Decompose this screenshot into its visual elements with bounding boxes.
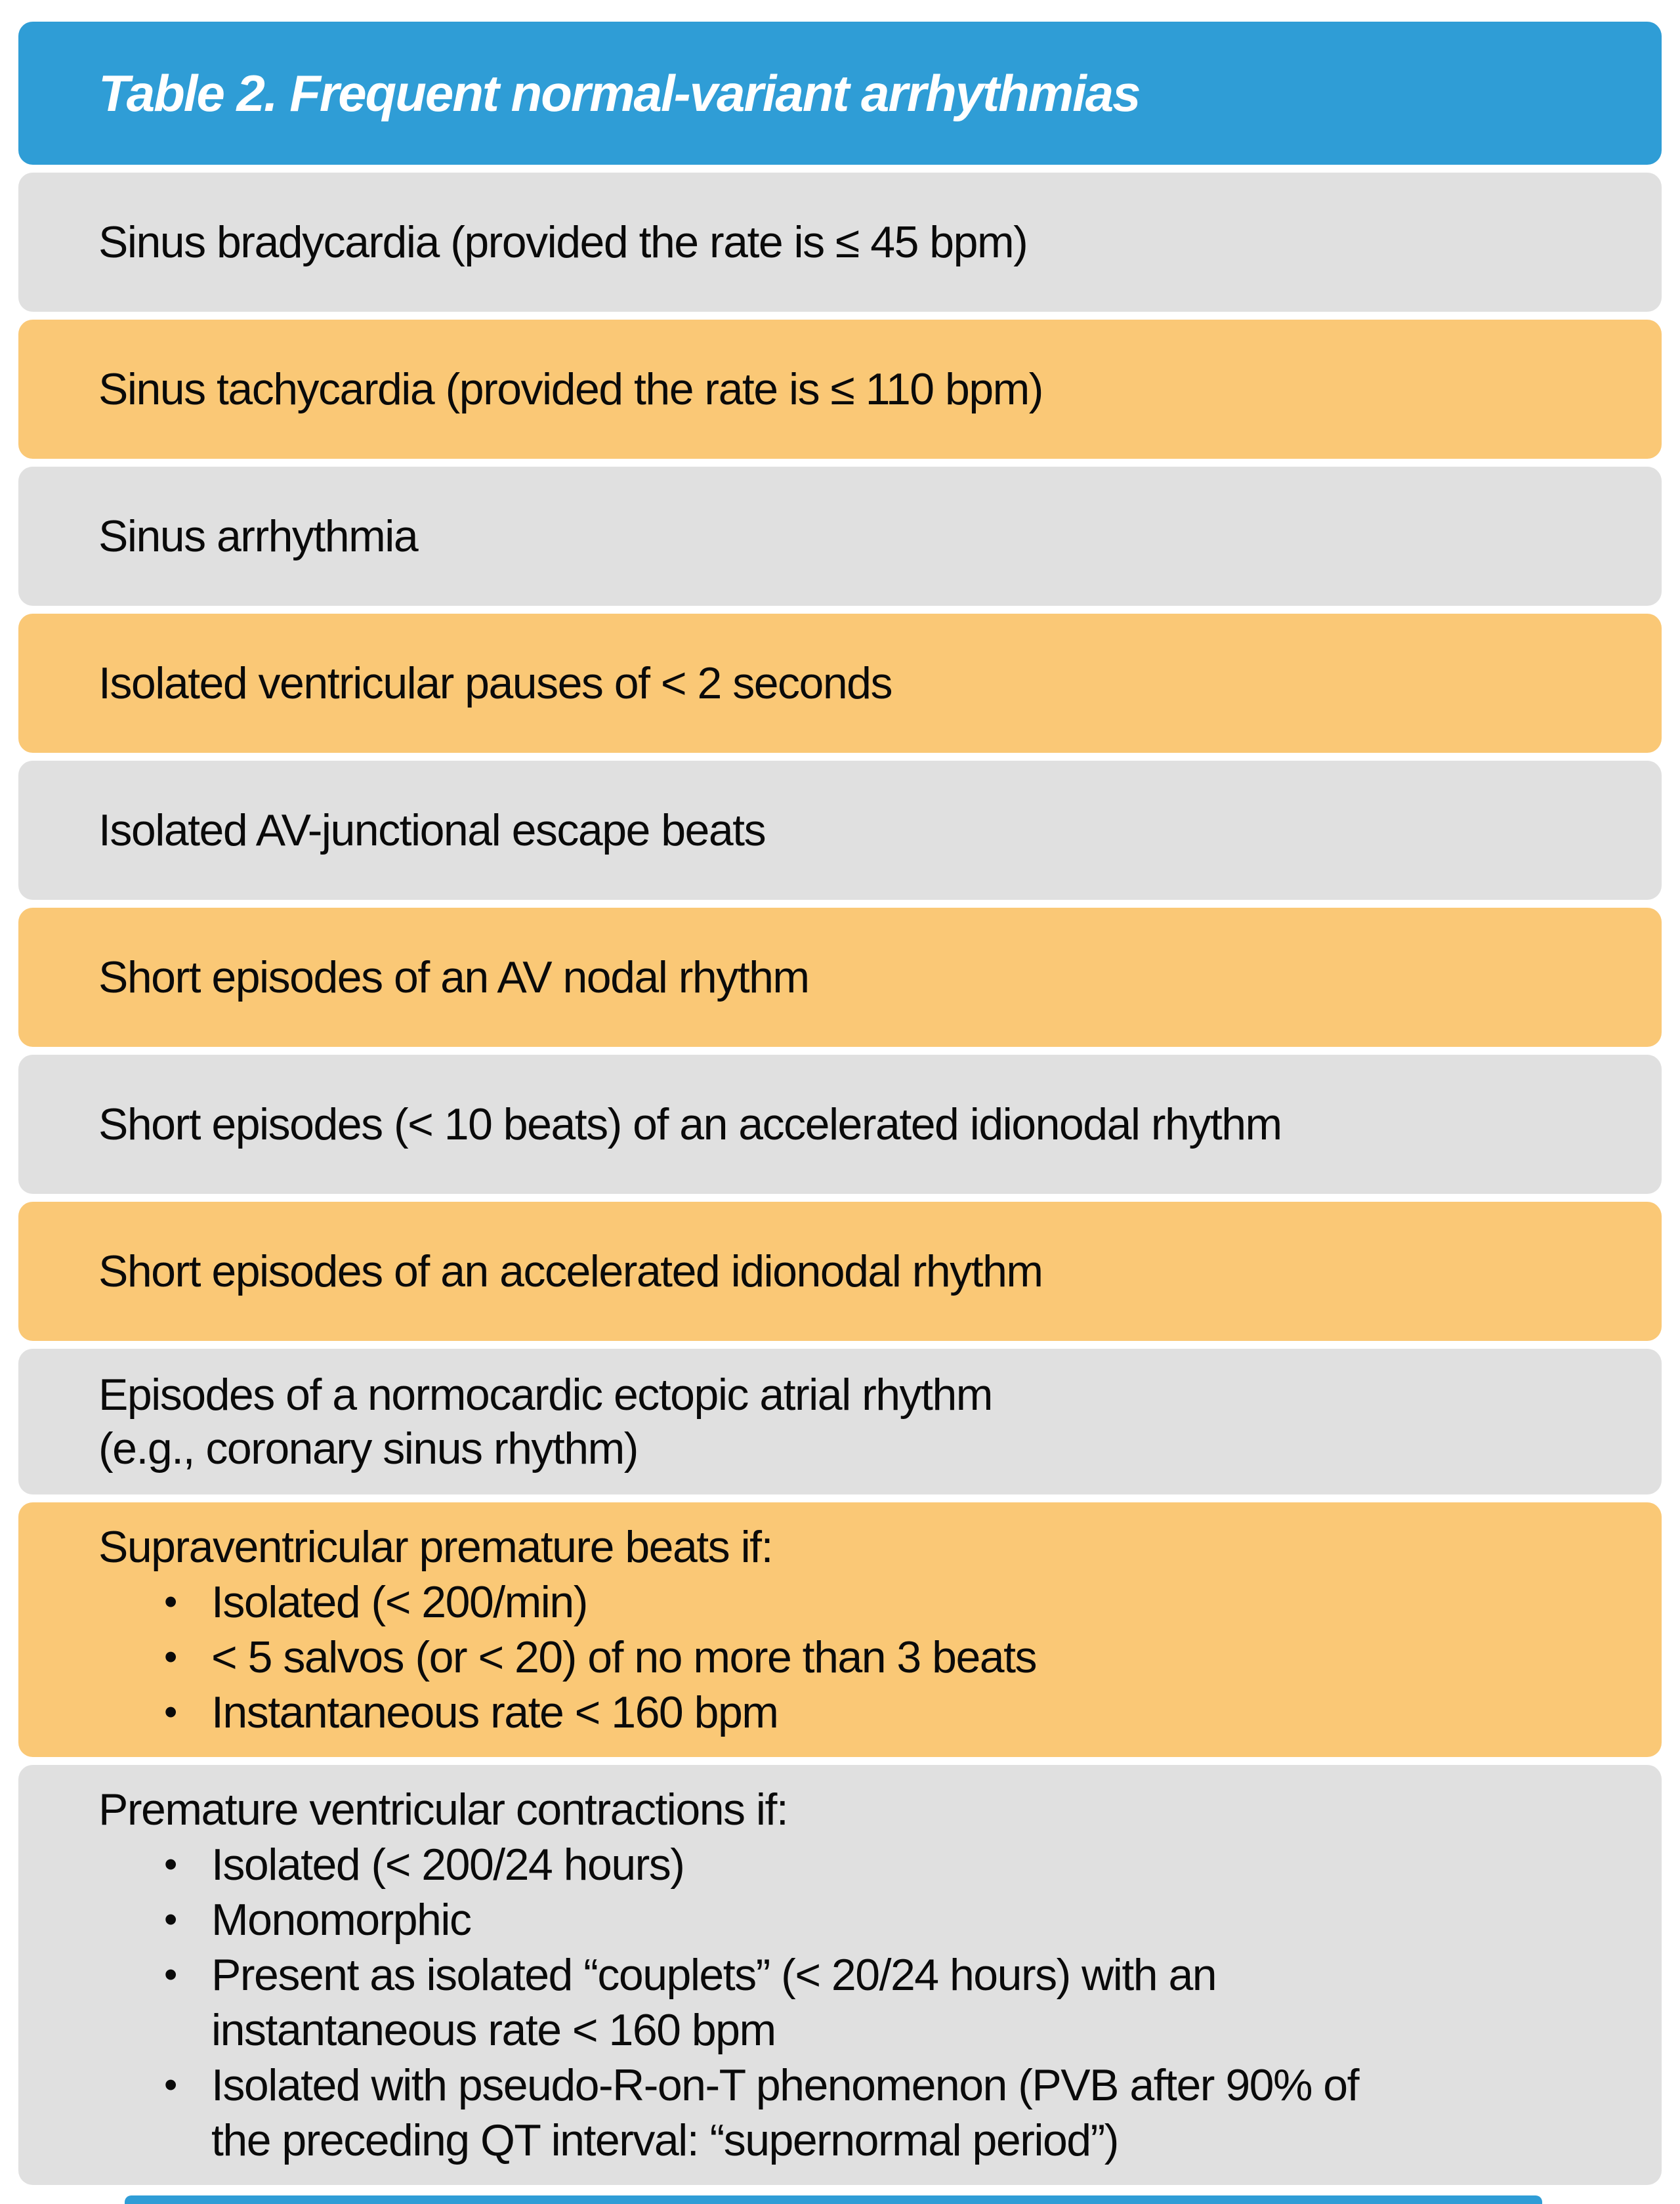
bullet-text: Isolated with pseudo-R-on-T phenomenon (…	[211, 2058, 1622, 2168]
row-text: Short episodes (< 10 beats) of an accele…	[98, 1099, 1282, 1149]
bullet-item: • Isolated (< 200/min)	[98, 1575, 1622, 1630]
table-row: Premature ventricular contractions if: • I…	[18, 1765, 1662, 2185]
table-row: Supraventricular premature beats if: • Iso…	[18, 1502, 1662, 1757]
bullet-line: Isolated (< 200/24 hours)	[211, 1840, 685, 1890]
table-rows: Sinus bradycardia (provided the rate is …	[18, 173, 1662, 2185]
row-text: Sinus bradycardia (provided the rate is …	[98, 217, 1028, 267]
row-text: Episodes of a normocardic ectopic atrial…	[98, 1370, 993, 1420]
row-text: Premature ventricular contractions if:	[98, 1785, 789, 1834]
bullet-line: Instantaneous rate < 160 bpm	[211, 1687, 779, 1737]
bullet-line: Monomorphic	[211, 1895, 472, 1945]
table-header: Table 2. Frequent normal-variant arrhyth…	[18, 22, 1662, 165]
table-title: Table 2. Frequent normal-variant arrhyth…	[98, 64, 1141, 122]
bullet-item: • Monomorphic	[98, 1892, 1622, 1947]
table-row: Isolated ventricular pauses of < 2 secon…	[18, 614, 1662, 753]
row-text: Sinus arrhythmia	[98, 511, 419, 561]
table-row: Sinus tachycardia (provided the rate is …	[18, 320, 1662, 459]
bullet-dot-icon: •	[164, 1580, 177, 1623]
bullet-item: • Instantaneous rate < 160 bpm	[98, 1685, 1622, 1740]
table-row: Short episodes of an AV nodal rhythm	[18, 908, 1662, 1047]
bullet-line: instantaneous rate < 160 bpm	[211, 2005, 776, 2055]
bullet-line: Isolated (< 200/min)	[211, 1577, 588, 1627]
table-row: Sinus bradycardia (provided the rate is …	[18, 173, 1662, 312]
table: Table 2. Frequent normal-variant arrhyth…	[18, 22, 1662, 2204]
bullet-text: < 5 salvos (or < 20) of no more than 3 b…	[211, 1630, 1622, 1685]
bullet-item: • < 5 salvos (or < 20) of no more than 3 …	[98, 1630, 1622, 1685]
bullet-line: < 5 salvos (or < 20) of no more than 3 b…	[211, 1632, 1037, 1682]
bullet-item: • Present as isolated “couplets” (< 20/24…	[98, 1947, 1622, 2058]
bullet-text: Monomorphic	[211, 1892, 1622, 1947]
row-text: Short episodes of an AV nodal rhythm	[98, 952, 810, 1002]
table-row: Episodes of a normocardic ectopic atrial…	[18, 1349, 1662, 1494]
row-text: Supraventricular premature beats if:	[98, 1522, 773, 1572]
row-text: Short episodes of an accelerated idionod…	[98, 1246, 1043, 1296]
bullet-dot-icon: •	[164, 1898, 177, 1941]
table-row: Short episodes of an accelerated idionod…	[18, 1202, 1662, 1341]
bullet-dot-icon: •	[164, 1691, 177, 1733]
bullet-dot-icon: •	[164, 1843, 177, 1886]
table-row: Isolated AV-junctional escape beats	[18, 761, 1662, 900]
row-text: Sinus tachycardia (provided the rate is …	[98, 364, 1043, 414]
bullet-dot-icon: •	[164, 1953, 177, 1996]
bullet-item: • Isolated with pseudo-R-on-T phenomenon …	[98, 2058, 1622, 2168]
row-text: Isolated ventricular pauses of < 2 secon…	[98, 658, 892, 708]
bullet-text: Present as isolated “couplets” (< 20/24 …	[211, 1947, 1622, 2058]
bullet-text: Instantaneous rate < 160 bpm	[211, 1685, 1622, 1740]
bullet-item: • Isolated (< 200/24 hours)	[98, 1837, 1622, 1892]
bullet-line: Present as isolated “couplets” (< 20/24 …	[211, 1950, 1217, 2000]
next-table-header-partial	[125, 2195, 1542, 2204]
bullet-line: the preceding QT interval: “supernormal …	[211, 2115, 1119, 2165]
row-text: Isolated AV-junctional escape beats	[98, 805, 766, 855]
bullet-dot-icon: •	[164, 1636, 177, 1678]
bullet-text: Isolated (< 200/24 hours)	[211, 1837, 1622, 1892]
bullet-dot-icon: •	[164, 2064, 177, 2106]
bullet-line: Isolated with pseudo-R-on-T phenomenon (…	[211, 2060, 1360, 2110]
row-text: (e.g., coronary sinus rhythm)	[98, 1424, 639, 1473]
table-row: Sinus arrhythmia	[18, 467, 1662, 606]
table-row: Short episodes (< 10 beats) of an accele…	[18, 1055, 1662, 1194]
bullet-text: Isolated (< 200/min)	[211, 1575, 1622, 1630]
